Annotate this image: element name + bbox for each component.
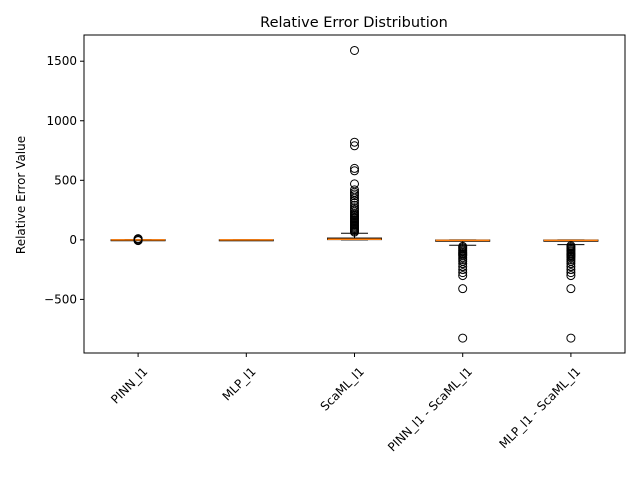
flier-point	[350, 137, 359, 147]
flier-point	[350, 166, 359, 176]
flier-point	[566, 284, 576, 294]
x-axis-ticks: PINN_l1 MLP_l1 ScaML_l1 PINN_l1 - ScaML_l1 M…	[108, 353, 583, 454]
flier-point	[458, 271, 468, 281]
flier-point	[350, 198, 359, 208]
y-tick-label: 0	[69, 233, 77, 247]
y-tick-label: 1000	[46, 114, 77, 128]
flier-point	[566, 262, 576, 272]
flier-point	[350, 200, 359, 210]
flier-point	[133, 234, 143, 244]
chart-title: Relative Error Distribution	[260, 15, 448, 31]
box-plot-5	[543, 239, 599, 343]
plot-area-frame	[83, 34, 626, 354]
flier-point	[458, 259, 468, 269]
flier-point	[350, 185, 359, 195]
y-tick-label: 1500	[46, 54, 77, 68]
box-plots	[110, 45, 599, 343]
flier-point	[458, 262, 468, 272]
flier-point	[566, 259, 576, 269]
flier-point	[566, 333, 576, 343]
flier-point	[350, 203, 359, 213]
flier-point	[458, 333, 468, 343]
y-axis-label: Relative Error Value	[14, 136, 28, 254]
flier-point	[350, 45, 359, 55]
x-tick-label: ScaML_l1	[318, 364, 367, 413]
box-plot-4	[435, 239, 491, 343]
y-axis-ticks: −500 0 500 1000 1500	[44, 54, 84, 306]
flier-point	[458, 268, 468, 278]
x-tick-label: PINN_l1 - ScaML_l1	[385, 364, 475, 454]
x-tick-label: MLP_l1	[220, 364, 259, 403]
flier-point	[566, 268, 576, 278]
flier-point	[350, 179, 359, 189]
box-plot-1	[110, 234, 166, 246]
box-plot-3	[327, 45, 382, 241]
flier-point	[350, 163, 359, 173]
box-plot-2	[218, 239, 274, 242]
flier-point	[458, 265, 468, 275]
flier-point	[458, 284, 468, 294]
x-tick-label: MLP_l1 - ScaML_l1	[496, 364, 583, 451]
flier-point	[566, 265, 576, 275]
flier-point	[566, 271, 576, 281]
y-tick-label: 500	[54, 173, 77, 187]
flier-point	[350, 141, 359, 151]
y-tick-label: −500	[44, 292, 77, 306]
x-tick-label: PINN_l1	[108, 364, 150, 406]
